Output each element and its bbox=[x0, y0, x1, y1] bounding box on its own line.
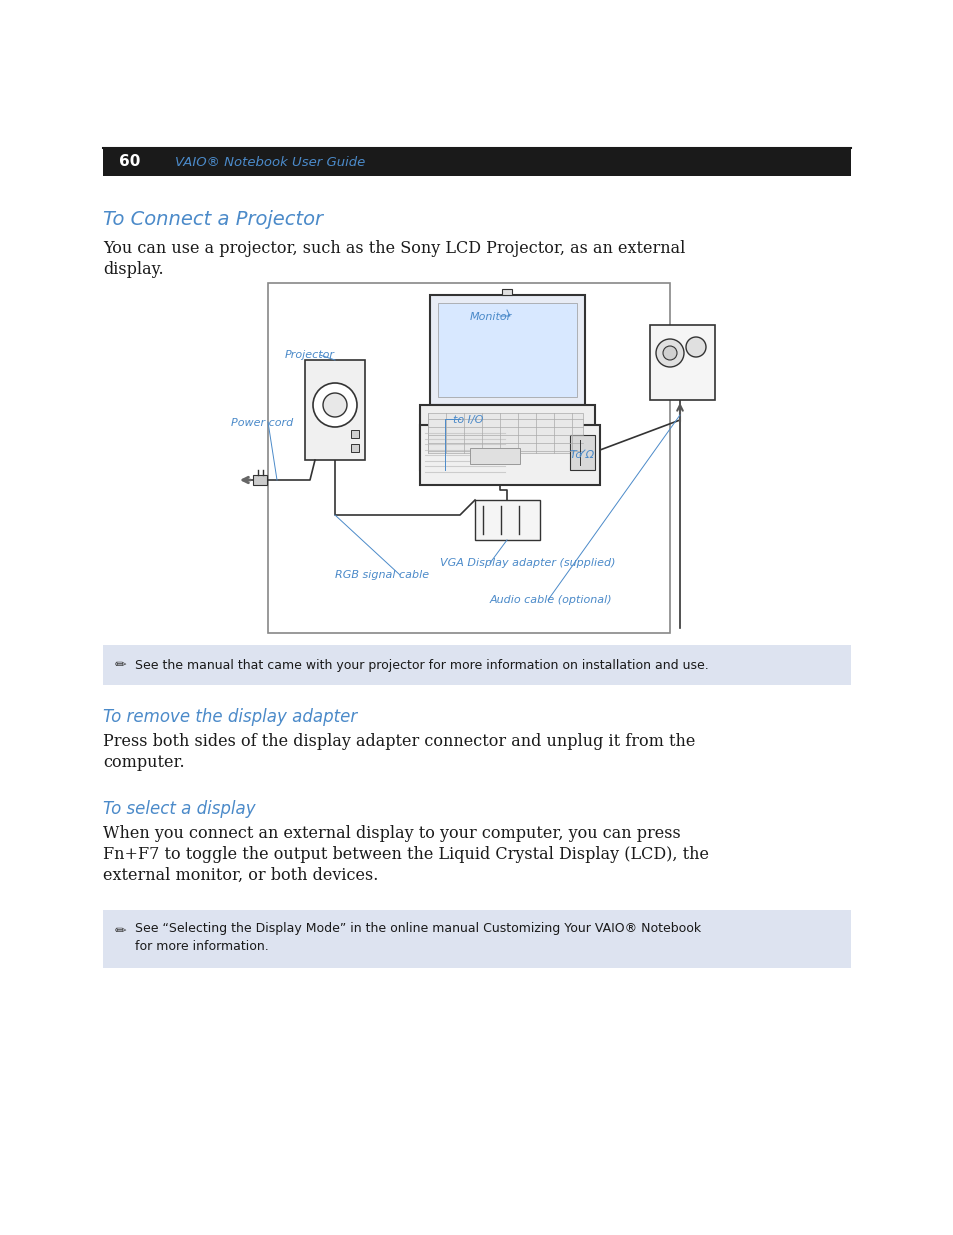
Text: computer.: computer. bbox=[103, 755, 185, 771]
Text: Audio cable (optional): Audio cable (optional) bbox=[490, 595, 612, 605]
Bar bbox=[419, 425, 599, 485]
Bar bbox=[430, 295, 584, 405]
Bar bbox=[253, 475, 267, 485]
Text: To select a display: To select a display bbox=[103, 800, 255, 818]
Bar bbox=[305, 359, 365, 459]
Text: Power cord: Power cord bbox=[231, 417, 293, 429]
Bar bbox=[470, 448, 519, 464]
Bar bbox=[475, 500, 539, 540]
Text: VGA Display adapter (supplied): VGA Display adapter (supplied) bbox=[439, 558, 615, 568]
Text: You can use a projector, such as the Sony LCD Projector, as an external: You can use a projector, such as the Son… bbox=[103, 240, 684, 257]
Text: See “Selecting the Display Mode” in the online manual Customizing Your VAIO® Not: See “Selecting the Display Mode” in the … bbox=[135, 923, 700, 935]
Text: RGB signal cable: RGB signal cable bbox=[335, 571, 429, 580]
Bar bbox=[351, 445, 358, 452]
Text: To remove the display adapter: To remove the display adapter bbox=[103, 708, 356, 726]
Bar bbox=[351, 430, 358, 438]
Bar bbox=[268, 283, 669, 634]
Bar bbox=[428, 412, 582, 453]
Circle shape bbox=[313, 383, 356, 427]
Circle shape bbox=[662, 346, 677, 359]
Text: display.: display. bbox=[103, 261, 164, 278]
Text: See the manual that came with your projector for more information on installatio: See the manual that came with your proje… bbox=[135, 658, 708, 672]
Text: 60: 60 bbox=[119, 154, 140, 169]
Bar bbox=[649, 325, 714, 400]
Text: To Connect a Projector: To Connect a Projector bbox=[103, 210, 323, 228]
Text: VAIO® Notebook User Guide: VAIO® Notebook User Guide bbox=[174, 156, 365, 168]
Circle shape bbox=[323, 393, 347, 417]
Text: external monitor, or both devices.: external monitor, or both devices. bbox=[103, 867, 378, 884]
Bar bbox=[103, 148, 850, 177]
Text: Projector: Projector bbox=[285, 350, 335, 359]
Text: to I/O: to I/O bbox=[453, 415, 483, 425]
Bar bbox=[103, 910, 850, 968]
Text: ✏: ✏ bbox=[115, 924, 127, 939]
Text: Fn+F7 to toggle the output between the Liquid Crystal Display (LCD), the: Fn+F7 to toggle the output between the L… bbox=[103, 846, 708, 863]
Bar bbox=[103, 645, 850, 685]
Circle shape bbox=[685, 337, 705, 357]
Circle shape bbox=[656, 338, 683, 367]
Bar bbox=[419, 405, 595, 471]
Text: To Ω: To Ω bbox=[569, 450, 594, 459]
Text: ✏: ✏ bbox=[115, 658, 127, 672]
Bar bbox=[569, 435, 595, 471]
Text: Press both sides of the display adapter connector and unplug it from the: Press both sides of the display adapter … bbox=[103, 734, 695, 750]
Bar bbox=[501, 289, 512, 295]
Text: Monitor: Monitor bbox=[470, 312, 512, 322]
Text: When you connect an external display to your computer, you can press: When you connect an external display to … bbox=[103, 825, 680, 842]
Text: for more information.: for more information. bbox=[135, 940, 269, 953]
Bar bbox=[437, 303, 577, 396]
